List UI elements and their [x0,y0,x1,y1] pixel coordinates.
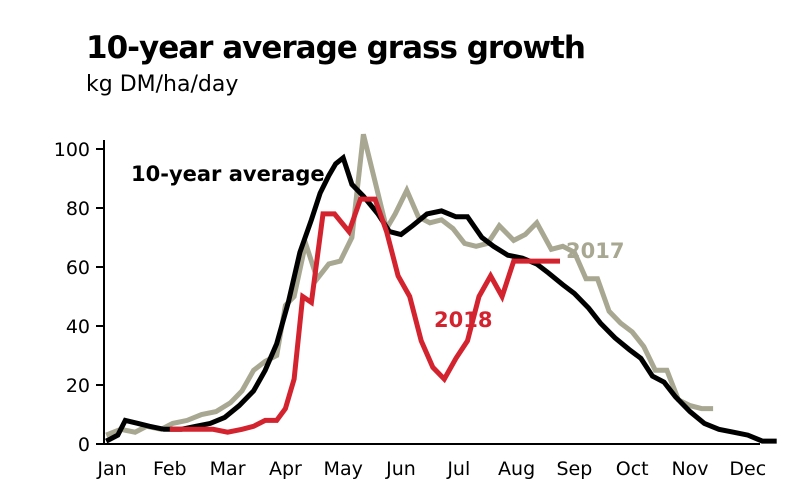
y-tick-label: 100 [54,139,90,161]
chart-subtitle: kg DM/ha/day [86,72,239,97]
x-tick-label: Jul [446,458,470,480]
x-tick-label: Aug [498,458,535,480]
axes: 0 20 40 60 80 100 Jan Feb Mar Apr May Jun Jul Aug Sep O… [54,139,766,480]
y-tick-label: 20 [66,375,90,397]
y-tick-label: 80 [66,198,90,220]
y-tick-label: 40 [66,316,90,338]
x-tick-label: Jan [96,458,126,480]
x-tick-label: Oct [616,458,649,480]
x-tick-label: May [324,458,363,480]
x-tick-label: Nov [671,458,708,480]
x-tick-label: Apr [269,458,302,480]
x-tick-label: Sep [556,458,592,480]
series-labels: 10-year average 2017 2018 [131,162,624,332]
x-tick-label: Mar [210,458,246,480]
series-label-2017: 2017 [566,239,624,263]
x-tick-label: Dec [729,458,766,480]
chart-title: 10-year average grass growth [86,30,586,66]
series-line-2017 [105,133,714,438]
y-tick-label: 0 [78,434,90,456]
series-label-10-year-average: 10-year average [131,162,325,186]
y-tick-label: 60 [66,257,90,279]
series-line-10-year-average [105,153,777,444]
x-tick-label: Jun [385,458,416,480]
series-line-2018 [169,196,560,435]
series-label-2018: 2018 [434,308,492,332]
x-tick-label: Feb [153,458,187,480]
series-lines [105,133,777,444]
